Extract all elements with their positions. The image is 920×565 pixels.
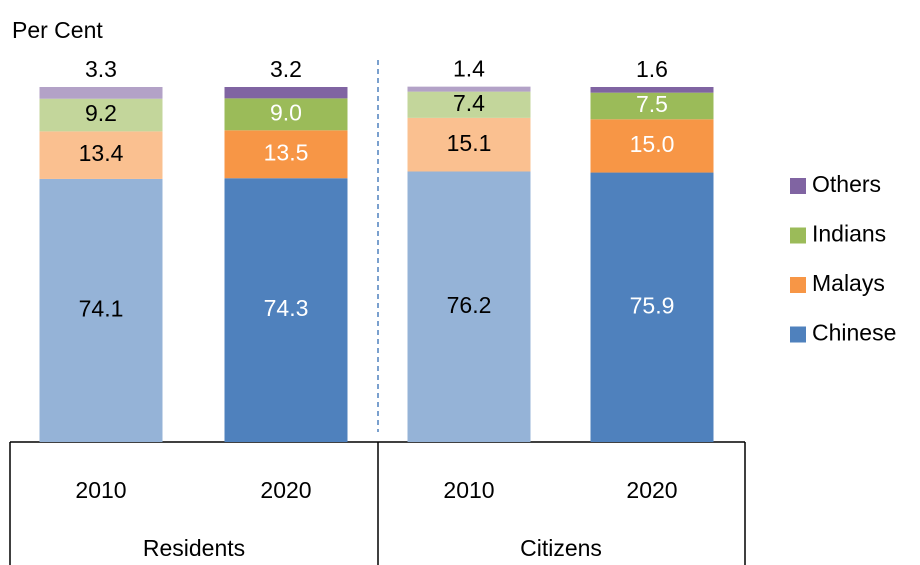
legend-swatch: [790, 178, 806, 194]
bar-segment: [39, 87, 163, 99]
bar-segment: [590, 172, 714, 442]
bar-segment: [590, 119, 714, 173]
data-label: 13.5: [264, 139, 309, 165]
data-label: 7.5: [636, 91, 668, 117]
legend-swatch: [790, 277, 806, 293]
bar-segment: [224, 98, 348, 131]
bar-segment: [590, 92, 714, 120]
x-tick-label: 2010: [443, 477, 494, 503]
data-label: 74.3: [264, 295, 309, 321]
legend-label: Indians: [812, 221, 886, 247]
data-label: 9.2: [85, 100, 117, 126]
data-label: 9.0: [270, 99, 302, 125]
data-label: 15.0: [630, 131, 675, 157]
bar-segment: [407, 86, 531, 92]
data-label: 76.2: [447, 292, 492, 318]
legend-label: Others: [812, 171, 881, 197]
data-label: 3.2: [270, 56, 302, 82]
data-label: 75.9: [630, 292, 675, 318]
data-label: 74.1: [79, 296, 124, 322]
bar-segment: [407, 91, 531, 118]
bar-segment: [224, 178, 348, 443]
x-tick-label: 2010: [75, 477, 126, 503]
data-label: 1.4: [453, 56, 485, 82]
bar-segment: [39, 98, 163, 132]
bar-segment: [39, 131, 163, 179]
data-label: 7.4: [453, 90, 485, 116]
bar-segment: [590, 87, 714, 93]
data-label: 13.4: [79, 140, 124, 166]
category-frame: [9, 441, 746, 565]
x-tick-label: 2020: [626, 477, 677, 503]
legend-label: Malays: [812, 270, 885, 296]
x-tick-label: 2020: [260, 477, 311, 503]
bar-segment: [224, 87, 348, 99]
data-label: 15.1: [447, 130, 492, 156]
bar-segment: [224, 130, 348, 179]
legend-label: Chinese: [812, 320, 896, 346]
bar-segment: [407, 171, 531, 443]
bar-segment: [407, 117, 531, 172]
group-label: Residents: [143, 535, 245, 561]
data-label: 1.6: [636, 56, 668, 82]
legend-swatch: [790, 227, 806, 244]
bar-segment: [39, 178, 163, 442]
legend-swatch: [790, 326, 806, 343]
group-label: Citizens: [520, 535, 602, 561]
data-label: 3.3: [85, 56, 117, 82]
y-label: Per Cent: [12, 17, 103, 43]
